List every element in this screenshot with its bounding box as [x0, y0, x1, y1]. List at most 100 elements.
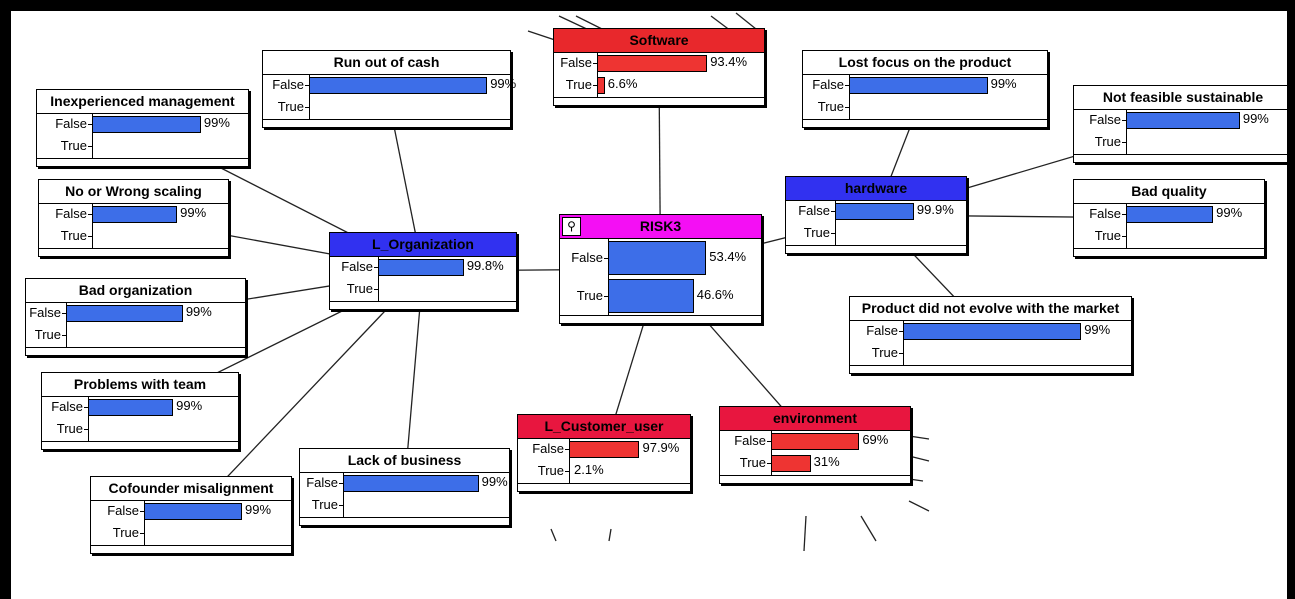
- state-label: True: [1094, 228, 1121, 243]
- axis-tick: [62, 313, 66, 314]
- axis-tick: [339, 483, 343, 484]
- state-label: False: [55, 206, 87, 221]
- state-label: False: [29, 305, 61, 320]
- node-inexperienced[interactable]: Inexperienced management False 99% True: [36, 89, 249, 167]
- node-bad-org[interactable]: Bad organization False 99% True: [25, 278, 246, 356]
- node-hardware[interactable]: hardware False 99.9% True: [785, 176, 967, 254]
- node-software[interactable]: Software False 93.4% True 6.6%: [553, 28, 765, 106]
- node-lost-focus[interactable]: Lost focus on the product False 99% True: [802, 50, 1048, 128]
- edge-stub: [908, 500, 930, 512]
- state-label: False: [734, 433, 766, 448]
- node-l-organization[interactable]: L_Organization False 99.8% True: [329, 232, 517, 310]
- node-cofounder[interactable]: Cofounder misalignment False 99% True: [90, 476, 292, 554]
- probability-bar: [569, 441, 640, 458]
- node-footer: [300, 517, 509, 525]
- bar-axis: [849, 97, 850, 119]
- node-problems-team[interactable]: Problems with team False 99% True: [41, 372, 239, 450]
- probability-value: 99%: [1084, 322, 1111, 337]
- axis-tick: [593, 63, 597, 64]
- node-environment[interactable]: environment False 69% True 31%: [719, 406, 911, 484]
- axis-tick: [1122, 120, 1126, 121]
- bar-axis: [144, 523, 145, 545]
- state-row-false: False 99%: [850, 321, 1131, 343]
- node-pin-icon[interactable]: ⚲: [562, 217, 581, 236]
- axis-tick: [84, 407, 88, 408]
- probability-value: 69%: [862, 432, 889, 447]
- axis-tick: [565, 449, 569, 450]
- state-label: False: [812, 77, 844, 92]
- probability-value: 99%: [203, 115, 230, 130]
- node-title: RISK3: [560, 215, 761, 239]
- node-footer: [850, 365, 1131, 373]
- probability-value: 99%: [1216, 205, 1243, 220]
- state-row-true: True: [786, 223, 966, 245]
- state-row-true: True: [300, 495, 509, 517]
- axis-tick: [88, 124, 92, 125]
- state-row-false: False 53.4%: [560, 239, 761, 277]
- node-l-customer[interactable]: L_Customer_user False 97.9% True 2.1%: [517, 414, 691, 492]
- node-title: Not feasible sustainable: [1074, 86, 1287, 110]
- state-row-false: False 99%: [42, 397, 238, 419]
- probability-bar: [597, 77, 605, 94]
- state-row-true: True: [42, 419, 238, 441]
- state-row-false: False 69%: [720, 431, 910, 453]
- state-label: False: [532, 441, 564, 456]
- axis-tick: [604, 258, 608, 259]
- axis-tick: [88, 146, 92, 147]
- node-footer: [1074, 248, 1264, 256]
- probability-bar: [771, 455, 811, 472]
- axis-tick: [62, 335, 66, 336]
- axis-tick: [767, 441, 771, 442]
- probability-value: 46.6%: [696, 287, 734, 302]
- bar-axis: [92, 136, 93, 158]
- state-row-false: False 99%: [91, 501, 291, 523]
- node-run-out-of-cash[interactable]: Run out of cash False 99% True: [262, 50, 516, 128]
- state-label: True: [56, 421, 83, 436]
- axis-tick: [88, 236, 92, 237]
- probability-bar: [1126, 206, 1214, 223]
- state-row-false: False 99%: [1074, 204, 1264, 226]
- state-label: True: [817, 99, 844, 114]
- node-product-evolve[interactable]: Product did not evolve with the market Fa…: [849, 296, 1132, 374]
- state-label: False: [1089, 112, 1121, 127]
- node-bad-quality[interactable]: Bad quality False 99% True: [1073, 179, 1265, 257]
- probability-value: 53.4%: [709, 249, 747, 264]
- node-risk3[interactable]: RISK3 ⚲ False 53.4% True 46.6%: [559, 214, 762, 324]
- probability-bar: [608, 241, 707, 275]
- bar-axis: [835, 223, 836, 245]
- edge-stub: [860, 515, 877, 542]
- probability-value: 99%: [990, 76, 1017, 91]
- node-not-feasible[interactable]: Not feasible sustainable False 99% True: [1073, 85, 1287, 163]
- node-no-scaling[interactable]: No or Wrong scaling False 99% True: [38, 179, 229, 257]
- probability-value: 97.9%: [642, 440, 680, 455]
- state-row-false: False 99%: [300, 473, 509, 495]
- state-label: True: [739, 455, 766, 470]
- state-row-true: True: [91, 523, 291, 545]
- state-row-false: False 93.4%: [554, 53, 764, 75]
- bar-axis: [378, 279, 379, 301]
- node-title: Bad quality: [1074, 180, 1264, 204]
- state-label: False: [866, 323, 898, 338]
- node-title: hardware: [786, 177, 966, 201]
- state-label: True: [112, 525, 139, 540]
- state-label: False: [306, 475, 338, 490]
- node-footer: [37, 158, 248, 166]
- state-label: True: [34, 327, 61, 342]
- state-label: True: [277, 99, 304, 114]
- node-title: L_Organization: [330, 233, 516, 257]
- state-label: False: [798, 203, 830, 218]
- probability-value: 99%: [185, 304, 212, 319]
- probability-value: 99%: [176, 398, 203, 413]
- bar-axis: [1126, 226, 1127, 248]
- axis-tick: [84, 429, 88, 430]
- probability-bar: [1126, 112, 1240, 129]
- state-label: True: [60, 228, 87, 243]
- state-row-true: True: [26, 325, 245, 347]
- node-lack-business[interactable]: Lack of business False 99% True: [299, 448, 510, 526]
- probability-value: 99%: [1242, 111, 1269, 126]
- edge-stub: [608, 528, 612, 542]
- state-row-false: False 99%: [26, 303, 245, 325]
- probability-value: 93.4%: [710, 54, 748, 69]
- node-title: Cofounder misalignment: [91, 477, 291, 501]
- network-canvas: Run out of cash False 99% True Software False…: [11, 11, 1287, 599]
